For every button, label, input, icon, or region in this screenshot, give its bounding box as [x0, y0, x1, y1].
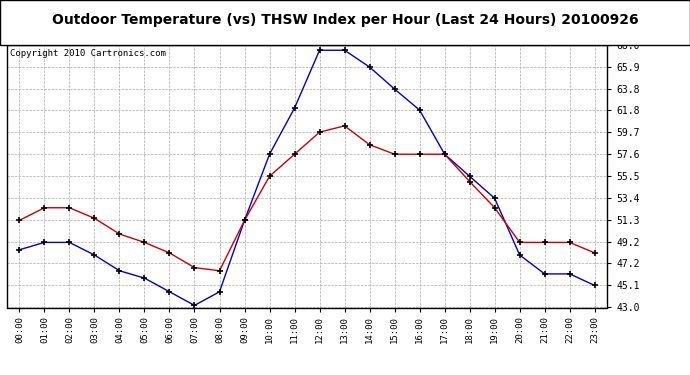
FancyBboxPatch shape [0, 0, 690, 45]
Text: Copyright 2010 Cartronics.com: Copyright 2010 Cartronics.com [10, 49, 166, 58]
Text: Outdoor Temperature (vs) THSW Index per Hour (Last 24 Hours) 20100926: Outdoor Temperature (vs) THSW Index per … [52, 13, 638, 27]
